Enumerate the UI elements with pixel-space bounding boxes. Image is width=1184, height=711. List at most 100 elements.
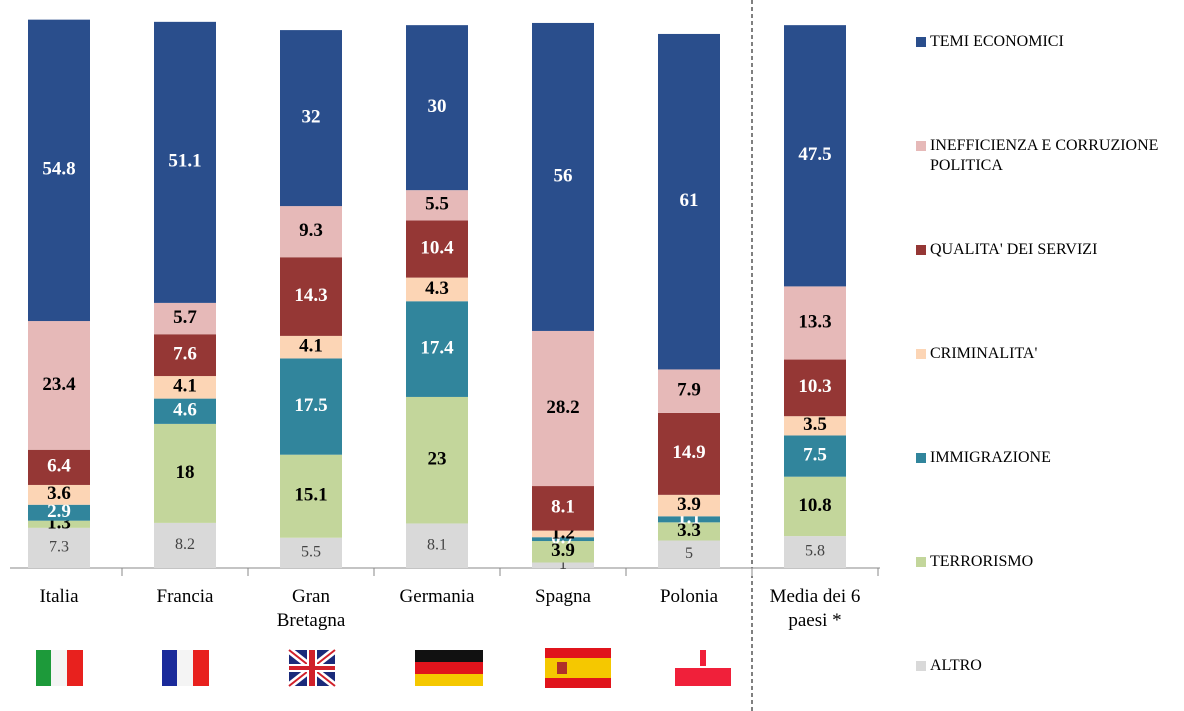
legend-swatch [916, 453, 926, 463]
bar-segment [406, 220, 468, 278]
data-label: 5.7 [173, 307, 197, 328]
x-tick-label: Polonia [659, 586, 719, 607]
data-label: 13.3 [798, 311, 831, 332]
bar-segment [532, 486, 594, 531]
bar-segment [280, 358, 342, 455]
data-label: 5.5 [301, 544, 321, 561]
legend-label: ALTRO [930, 657, 982, 674]
legend-swatch [916, 661, 926, 671]
bar-segment [280, 30, 342, 207]
x-tick-label: Gran Bretagna [276, 586, 346, 631]
data-label: 28.2 [546, 397, 579, 418]
data-label: 23.4 [42, 374, 76, 395]
data-label: 2.9 [47, 501, 71, 522]
bar-segment [154, 302, 216, 335]
data-label: 51.1 [168, 151, 201, 172]
bar-segment [658, 369, 720, 413]
bar-segment [784, 25, 846, 287]
data-label: 4.6 [173, 400, 197, 421]
data-label: 3.9 [551, 540, 575, 561]
bar-segment [532, 530, 594, 538]
data-label: 8.2 [175, 536, 195, 553]
data-label: 5.8 [805, 543, 825, 560]
bar-segment [28, 484, 90, 505]
data-label: 9.3 [299, 220, 323, 241]
bar-segment [532, 541, 594, 563]
legend-label: INEFFICIENZA E CORRUZIONE POLITICA [930, 137, 1159, 174]
bar-segment [406, 277, 468, 302]
data-label: 18 [176, 462, 195, 483]
bar-segment [406, 190, 468, 221]
bar-segment [406, 301, 468, 397]
data-label: 8.1 [427, 536, 447, 553]
legend-swatch [916, 349, 926, 359]
data-label: 17.4 [420, 337, 454, 358]
flags [36, 647, 731, 689]
data-label: 14.9 [672, 442, 705, 463]
data-label: 3.3 [677, 520, 701, 541]
bar-segment [658, 540, 720, 568]
data-label: 5.5 [425, 194, 449, 215]
data-label: 10.3 [798, 376, 831, 397]
bar-segment [28, 19, 90, 322]
data-label: 47.5 [798, 144, 831, 165]
bar-segment [28, 520, 90, 528]
data-label: 17.5 [294, 395, 327, 416]
bar-segment [154, 376, 216, 399]
bar-segment [532, 22, 594, 331]
x-tick-label: Spagna [535, 586, 591, 607]
x-tick-label: Media dei 6 paesi * [769, 586, 861, 631]
data-label: 4.1 [299, 336, 323, 357]
data-label: 5 [685, 545, 693, 562]
bar-segment [532, 562, 594, 568]
bar-segment [784, 286, 846, 360]
data-label: 7.5 [803, 444, 827, 465]
bar-segment [280, 537, 342, 568]
bar-segment [280, 257, 342, 336]
legend-swatch [916, 245, 926, 255]
bar-segment [28, 449, 90, 485]
bar-segment [658, 516, 720, 523]
data-label: 4.3 [425, 278, 449, 299]
bar-segment [784, 435, 846, 477]
legend-label: TERRORISMO [930, 553, 1034, 570]
data-label: 56 [554, 165, 573, 186]
bar-segment [280, 335, 342, 359]
bar-segment [406, 523, 468, 568]
legend-swatch [916, 141, 926, 151]
bar-segment [532, 537, 594, 542]
bar-segment [784, 359, 846, 417]
x-tick-label: Italia [39, 586, 79, 607]
bar-segment [280, 454, 342, 538]
bar-segment [154, 522, 216, 568]
bar-segment [658, 494, 720, 517]
bar-segment [28, 527, 90, 568]
data-label: 1 [559, 556, 567, 573]
bar-segment [784, 536, 846, 568]
data-label: 10.8 [798, 495, 831, 516]
bar-segment [154, 21, 216, 303]
data-label: 3.5 [803, 414, 827, 435]
data-label: 10.4 [420, 237, 454, 258]
data-label: 23 [428, 449, 447, 470]
legend-label: QUALITA' DEI SERVIZI [930, 241, 1098, 258]
bar-segment [658, 412, 720, 495]
bar-segment [784, 476, 846, 537]
data-label: 54.8 [42, 159, 75, 180]
data-label: 7.9 [677, 380, 701, 401]
data-label: 7.6 [173, 344, 197, 365]
bar-segment [154, 398, 216, 424]
data-label: 14.3 [294, 285, 327, 306]
bar-segment [280, 206, 342, 258]
data-label: 3.6 [47, 483, 71, 504]
data-label: 7.3 [49, 539, 69, 556]
x-tick-label: Germania [399, 586, 475, 607]
data-label: 3.9 [677, 494, 701, 515]
bar-segment [28, 504, 90, 521]
bar-segment [154, 423, 216, 523]
data-label: 15.1 [294, 485, 327, 506]
bar-segment [784, 416, 846, 436]
bar-segment [406, 25, 468, 191]
bar-segment [154, 334, 216, 377]
